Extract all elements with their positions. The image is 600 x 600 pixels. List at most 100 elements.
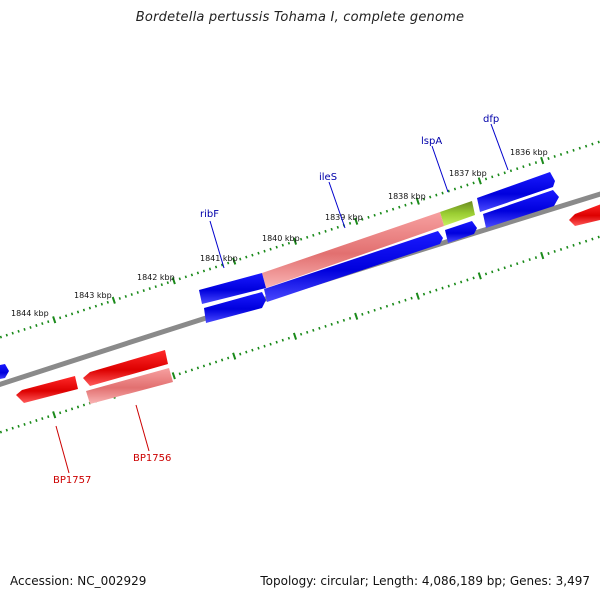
minor-tick [245, 255, 248, 259]
minor-tick [306, 330, 309, 334]
scale-label-1838: 1838 kbp [388, 192, 426, 201]
minor-tick [82, 403, 86, 407]
minor-tick [330, 322, 333, 326]
scale-label-1840: 1840 kbp [262, 234, 300, 243]
major-tick [354, 312, 359, 320]
scale-label-1843: 1843 kbp [74, 291, 112, 300]
minor-tick [597, 235, 600, 239]
minor-tick [269, 342, 272, 346]
minor-tick [385, 304, 389, 308]
minor-tick [572, 243, 575, 247]
gene-BP1756[interactable] [86, 368, 173, 404]
minor-tick [184, 275, 187, 279]
gene-ileS-rna[interactable] [262, 212, 444, 288]
minor-tick [17, 424, 20, 428]
minor-tick [154, 285, 157, 289]
minor-tick [275, 340, 278, 344]
major-tick [477, 272, 482, 280]
minor-tick [47, 320, 50, 324]
minor-tick [160, 283, 163, 287]
gene-forward-2b[interactable] [445, 221, 477, 243]
gene-forward-left[interactable] [0, 364, 9, 380]
minor-tick [148, 287, 151, 291]
minor-tick [447, 284, 450, 288]
minor-tick [245, 350, 248, 354]
minor-tick [391, 302, 395, 306]
gene-ribF[interactable] [199, 273, 266, 304]
gene-BP1756-a[interactable] [83, 350, 168, 386]
minor-tick [136, 291, 139, 294]
minor-tick [23, 422, 26, 426]
minor-tick [503, 266, 506, 270]
minor-tick [584, 144, 588, 148]
minor-tick [441, 191, 444, 195]
minor-tick [566, 245, 569, 249]
minor-tick [287, 241, 291, 245]
minor-tick [11, 426, 14, 430]
minor-tick [379, 211, 382, 215]
minor-tick [106, 300, 109, 304]
scale-label-1839: 1839 kbp [325, 213, 363, 222]
gene-ileS[interactable] [264, 231, 443, 302]
gene-forward-2a[interactable] [483, 190, 559, 228]
minor-tick [367, 215, 370, 219]
gene-dfp[interactable] [477, 172, 555, 212]
minor-tick [208, 267, 212, 271]
minor-tick [5, 333, 8, 337]
minor-tick [429, 195, 432, 199]
minor-tick [82, 308, 86, 312]
gene-BP1757[interactable] [16, 376, 78, 403]
minor-tick [263, 344, 266, 348]
minor-tick [391, 207, 395, 211]
gene-forward-2d[interactable] [204, 292, 266, 323]
minor-tick [220, 263, 224, 267]
label-BP1757: BP1757 [53, 475, 91, 486]
gene-lspA[interactable] [440, 201, 475, 226]
major-tick [111, 296, 116, 304]
outer-tick-marks [0, 140, 600, 339]
major-tick [415, 292, 420, 300]
minor-tick [441, 286, 444, 290]
minor-tick [410, 296, 413, 300]
genome-title: Bordetella pertussis Tohama I, complete … [135, 10, 465, 25]
minor-tick [336, 320, 339, 324]
minor-tick [29, 421, 32, 424]
minor-tick [312, 328, 315, 332]
minor-tick [534, 161, 538, 165]
minor-tick [522, 260, 525, 264]
minor-tick [373, 213, 376, 217]
minor-tick [130, 293, 133, 296]
minor-tick [41, 417, 44, 421]
minor-tick [11, 331, 14, 335]
minor-tick [373, 308, 376, 312]
gene-reverse-right[interactable] [569, 203, 600, 226]
minor-tick [484, 272, 488, 276]
minor-tick [178, 277, 181, 281]
minor-tick [324, 229, 327, 233]
minor-tick [227, 356, 230, 360]
leader-lspA [431, 145, 449, 193]
minor-tick [306, 235, 309, 239]
minor-tick [202, 269, 206, 273]
scale-label-1837: 1837 kbp [449, 169, 487, 178]
minor-tick [70, 312, 74, 316]
minor-tick [64, 409, 68, 413]
label-ribF: ribF [200, 209, 219, 220]
minor-tick [484, 177, 488, 181]
minor-tick [466, 278, 469, 282]
minor-tick [559, 152, 563, 156]
minor-tick [318, 326, 321, 330]
minor-tick [361, 312, 364, 316]
major-tick [171, 372, 176, 380]
minor-tick [100, 302, 103, 306]
minor-tick [453, 187, 457, 191]
minor-tick [435, 288, 438, 292]
minor-tick [5, 428, 8, 432]
minor-tick [178, 372, 181, 376]
scale-label-1844: 1844 kbp [11, 309, 49, 318]
minor-tick [398, 300, 401, 304]
minor-tick [214, 360, 218, 364]
minor-tick [367, 310, 370, 314]
minor-tick [94, 304, 98, 308]
